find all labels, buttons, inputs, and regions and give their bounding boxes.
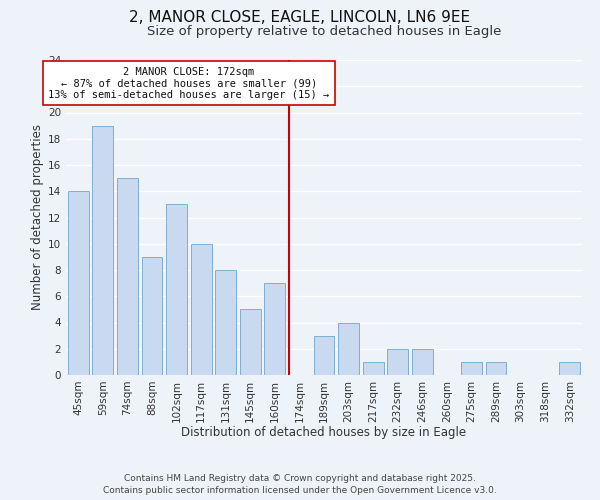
Bar [166, 204, 187, 375]
Text: 2, MANOR CLOSE, EAGLE, LINCOLN, LN6 9EE: 2, MANOR CLOSE, EAGLE, LINCOLN, LN6 9EE [130, 10, 470, 25]
Bar [387, 349, 408, 375]
Bar [412, 349, 433, 375]
Bar [68, 191, 89, 375]
Bar [142, 257, 163, 375]
Bar [485, 362, 506, 375]
Bar [215, 270, 236, 375]
Bar [92, 126, 113, 375]
Title: Size of property relative to detached houses in Eagle: Size of property relative to detached ho… [147, 25, 501, 38]
Bar [461, 362, 482, 375]
Text: Contains HM Land Registry data © Crown copyright and database right 2025.
Contai: Contains HM Land Registry data © Crown c… [103, 474, 497, 495]
Bar [191, 244, 212, 375]
Bar [117, 178, 138, 375]
Bar [559, 362, 580, 375]
Text: 2 MANOR CLOSE: 172sqm
← 87% of detached houses are smaller (99)
13% of semi-deta: 2 MANOR CLOSE: 172sqm ← 87% of detached … [48, 66, 329, 100]
Y-axis label: Number of detached properties: Number of detached properties [31, 124, 44, 310]
Bar [362, 362, 383, 375]
Bar [338, 322, 359, 375]
Bar [240, 310, 261, 375]
X-axis label: Distribution of detached houses by size in Eagle: Distribution of detached houses by size … [181, 426, 467, 439]
Bar [265, 283, 286, 375]
Bar [314, 336, 334, 375]
